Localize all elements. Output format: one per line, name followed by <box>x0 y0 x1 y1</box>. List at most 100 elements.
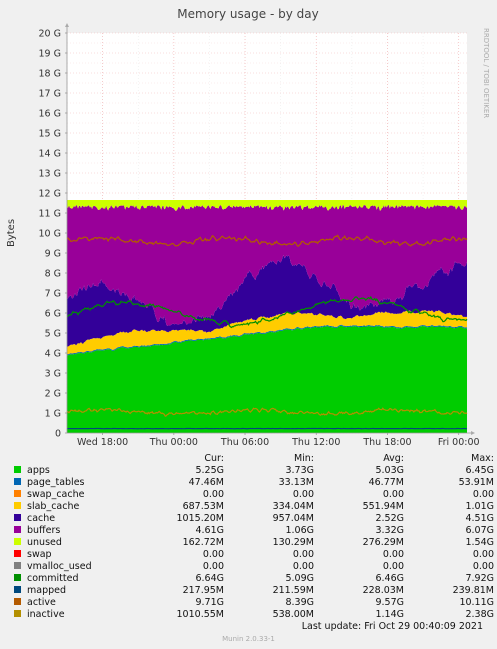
legend-swatch <box>14 598 21 605</box>
y-tick-label: 6 G <box>45 309 61 320</box>
y-tick-label: 1 G <box>45 409 61 420</box>
legend-cur-value: 162.72M <box>182 537 224 548</box>
legend-min-value: 0.00 <box>292 489 314 500</box>
legend-avg-value: 5.03G <box>375 465 404 476</box>
legend-series-name: swap_cache <box>27 489 85 500</box>
y-tick-label: 10 G <box>39 229 61 240</box>
legend-swatch <box>14 586 21 593</box>
stacked-areas <box>67 200 467 433</box>
legend-row-swap: swap 0.00 0.00 0.00 0.00 <box>14 549 494 561</box>
x-tick-label: Thu 12:00 <box>291 437 340 448</box>
y-tick-label: 11 G <box>39 209 61 220</box>
legend-row-slab-cache: slab_cache 687.53M 334.04M 551.94M 1.01G <box>14 501 494 513</box>
chart-title: Memory usage - by day <box>177 7 318 21</box>
legend-min-value: 0.00 <box>292 549 314 560</box>
legend-row-unused: unused 162.72M 130.29M 276.29M 1.54G <box>14 537 494 549</box>
legend-avg-value: 551.94M <box>362 501 404 512</box>
legend-max-value: 239.81M <box>452 585 494 596</box>
legend-avg-value: 3.32G <box>375 525 404 536</box>
last-update: Last update: Fri Oct 29 00:40:09 2021 <box>301 621 483 632</box>
munin-version: Munin 2.0.33-1 <box>222 635 275 643</box>
legend-avg-value: 276.29M <box>362 537 404 548</box>
legend-cur-value: 1015.20M <box>176 513 224 524</box>
x-tick-label: Thu 06:00 <box>220 437 269 448</box>
legend-max-value: 6.45G <box>465 465 494 476</box>
legend-series-name: vmalloc_used <box>27 561 92 572</box>
legend-avg-value: 6.46G <box>375 573 404 584</box>
legend-min-value: 8.39G <box>285 597 314 608</box>
legend-cur-value: 217.95M <box>182 585 224 596</box>
legend-series-name: buffers <box>27 525 61 536</box>
legend-max-value: 1.01G <box>465 501 494 512</box>
x-tick-label: Fri 00:00 <box>438 437 480 448</box>
legend-swatch <box>14 538 21 545</box>
legend-cur-value: 9.71G <box>195 597 224 608</box>
legend-swatch <box>14 562 21 569</box>
legend-avg-value: 1.14G <box>375 609 404 620</box>
legend-row-inactive: inactive 1010.55M 538.00M 1.14G 2.38G <box>14 609 494 621</box>
legend-min-value: 130.29M <box>272 537 314 548</box>
legend-series-name: unused <box>27 537 62 548</box>
y-tick-label: 17 G <box>39 89 61 100</box>
legend-series-name: active <box>27 597 56 608</box>
rrdtool-credit: RRDTOOL / TOBI OETIKER <box>482 28 490 118</box>
x-tick-label: Thu 00:00 <box>149 437 198 448</box>
x-tick-label: Wed 18:00 <box>77 437 128 448</box>
legend-series-name: swap <box>27 549 52 560</box>
y-tick-label: 0 <box>55 429 61 440</box>
y-tick-label: 7 G <box>45 289 61 300</box>
y-tick-label: 14 G <box>39 149 61 160</box>
legend-max-value: 0.00 <box>472 489 494 500</box>
legend-cur-value: 0.00 <box>202 549 224 560</box>
legend-max-value: 4.51G <box>465 513 494 524</box>
y-tick-label: 5 G <box>45 329 61 340</box>
legend-swatch <box>14 502 21 509</box>
legend-min-value: 0.00 <box>292 561 314 572</box>
legend-row-buffers: buffers 4.61G 1.06G 3.32G 6.07G <box>14 525 494 537</box>
legend-cur-value: 687.53M <box>182 501 224 512</box>
y-tick-label: 20 G <box>39 29 61 40</box>
legend-max-value: 10.11G <box>459 597 494 608</box>
legend-cur-value: 0.00 <box>202 561 224 572</box>
legend-row-swap-cache: swap_cache 0.00 0.00 0.00 0.00 <box>14 489 494 501</box>
legend-header-min: Min: <box>293 453 314 464</box>
legend-header-row: Cur: Min: Avg: Max: <box>14 453 494 465</box>
legend-series-name: committed <box>27 573 79 584</box>
y-tick-label: 15 G <box>39 129 61 140</box>
series-lines <box>66 234 468 430</box>
legend-cur-value: 5.25G <box>195 465 224 476</box>
legend-cur-value: 47.46M <box>188 477 224 488</box>
legend-header-cur: Cur: <box>204 453 224 464</box>
axes: 0 1 G 2 G 3 G 4 G 5 G 6 G 7 G 8 G 9 G 10 G 11 G 12 G… <box>39 23 480 448</box>
legend-avg-value: 9.57G <box>375 597 404 608</box>
legend-cur-value: 1010.55M <box>176 609 224 620</box>
legend-avg-value: 0.00 <box>382 561 404 572</box>
legend-header-max: Max: <box>471 453 494 464</box>
y-tick-label: 4 G <box>45 349 61 360</box>
legend-row-apps: apps 5.25G 3.73G 5.03G 6.45G <box>14 465 494 477</box>
legend-swatch <box>14 466 21 473</box>
legend-series-name: cache <box>27 513 56 524</box>
legend-series-name: apps <box>27 465 50 476</box>
legend-swatch <box>14 550 21 557</box>
legend-max-value: 6.07G <box>465 525 494 536</box>
legend-cur-value: 4.61G <box>195 525 224 536</box>
legend-max-value: 0.00 <box>472 561 494 572</box>
legend-min-value: 334.04M <box>272 501 314 512</box>
legend-cur-value: 6.64G <box>195 573 224 584</box>
legend-avg-value: 0.00 <box>382 489 404 500</box>
legend-series-name: mapped <box>27 585 67 596</box>
legend-row-cache: cache 1015.20M 957.04M 2.52G 4.51G <box>14 513 494 525</box>
legend-min-value: 1.06G <box>285 525 314 536</box>
y-axis-label: Bytes <box>6 219 17 247</box>
legend-min-value: 957.04M <box>272 513 314 524</box>
legend-swatch <box>14 574 21 581</box>
legend-series-name: page_tables <box>27 477 85 488</box>
legend-row-page-tables: page_tables 47.46M 33.13M 46.77M 53.91M <box>14 477 494 489</box>
legend-row-vmalloc-used: vmalloc_used 0.00 0.00 0.00 0.00 <box>14 561 494 573</box>
legend-max-value: 2.38G <box>465 609 494 620</box>
legend-min-value: 538.00M <box>272 609 314 620</box>
legend-min-value: 3.73G <box>285 465 314 476</box>
legend-swatch <box>14 478 21 485</box>
